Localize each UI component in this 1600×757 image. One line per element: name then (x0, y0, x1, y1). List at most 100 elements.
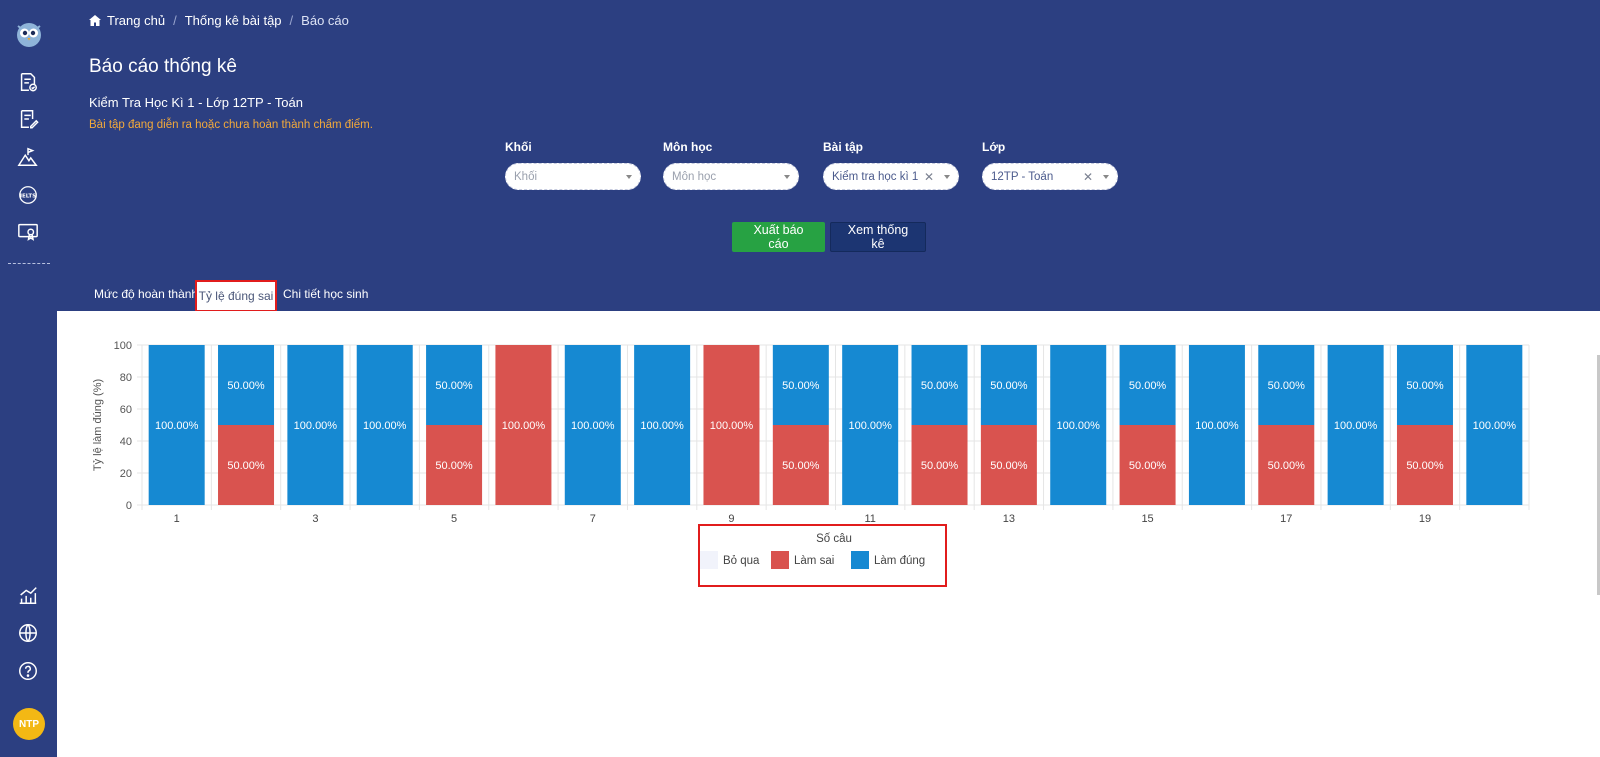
bar-làm-đúng (911, 345, 968, 425)
filter-label: Lớp (982, 140, 1006, 154)
breadcrumb-separator: / (173, 13, 177, 28)
owl-logo-icon[interactable] (15, 20, 43, 48)
breadcrumb: Trang chủ / Thống kê bài tập / Báo cáo (89, 13, 349, 28)
y-tick-label: 100 (114, 340, 132, 352)
help-icon[interactable] (16, 659, 40, 683)
exam-warning: Bài tập đang diễn ra hoặc chưa hoàn thàn… (89, 119, 373, 131)
bar-làm-sai (1119, 425, 1176, 505)
scrollbar[interactable] (1597, 355, 1600, 595)
data-label: 50.00% (1129, 460, 1167, 472)
bar-làm-đúng (356, 345, 413, 505)
x-tick-label: 5 (451, 513, 457, 525)
avatar[interactable]: NTP (13, 708, 45, 740)
x-tick-label: 15 (1141, 513, 1153, 525)
filter-exercise: Bài tập Kiểm tra học kì 1 ✕ (823, 140, 959, 190)
breadcrumb-parent[interactable]: Thống kê bài tập (184, 13, 282, 28)
legend-highlight (698, 524, 947, 587)
clear-icon[interactable]: ✕ (923, 169, 934, 184)
legend-entry: Bỏ qua (723, 555, 760, 567)
breadcrumb-separator: / (289, 13, 294, 28)
tab-student-detail[interactable]: Chi tiết học sinh (283, 287, 369, 301)
exam-title: Kiểm Tra Học Kì 1 - Lớp 12TP - Toán (89, 95, 303, 110)
data-label: 50.00% (921, 460, 959, 472)
bar-làm-đúng (980, 345, 1037, 425)
legend-entry: Làm sai (794, 555, 834, 567)
bar-làm-đúng (1396, 345, 1453, 425)
sidebar-divider (8, 263, 50, 264)
bar-làm-sai (1396, 425, 1453, 505)
x-tick-label: 9 (728, 513, 734, 525)
data-label: 50.00% (990, 380, 1028, 392)
data-label: 50.00% (435, 380, 473, 392)
bar-làm-sai (980, 425, 1037, 505)
page-header: Trang chủ / Thống kê bài tập / Báo cáo B… (57, 0, 1600, 318)
globe-icon[interactable] (16, 621, 40, 645)
data-label: 100.00% (502, 420, 546, 432)
correct-ratio-chart: 0 20 40 60 80 100 Tỷ lệ làm đúng (%) 100.00% 50.… (92, 340, 1530, 569)
x-tick-label: 1 (174, 513, 180, 525)
bar-làm-sai (772, 425, 829, 505)
x-axis-label: Số câu (816, 533, 852, 545)
bar-làm-đúng (1119, 345, 1176, 425)
filter-label: Bài tập (823, 140, 864, 154)
data-label: 50.00% (782, 380, 820, 392)
bar-làm-đúng (218, 345, 275, 425)
bar-làm-sai (218, 425, 275, 505)
bar-làm-sai (426, 425, 483, 505)
data-label: 100.00% (710, 420, 754, 432)
bar-làm-sai (1258, 425, 1315, 505)
y-axis-label: Tỷ lệ làm đúng (%) (92, 379, 104, 471)
subject-select[interactable]: Môn học (663, 163, 799, 190)
data-label: 100.00% (640, 420, 684, 432)
bar-làm-đúng (634, 345, 691, 505)
chevron-down-icon (944, 175, 950, 179)
bar-làm-sai (495, 345, 552, 505)
y-tick-label: 20 (120, 468, 132, 480)
sidebar: IELTS NTP (0, 0, 57, 757)
data-label: 100.00% (155, 420, 199, 432)
legend-swatch (851, 551, 869, 569)
page-title: Báo cáo thống kê (89, 56, 237, 77)
bar-làm-đúng (1050, 345, 1107, 505)
bar-làm-đúng (287, 345, 344, 505)
x-tick-label: 19 (1419, 513, 1431, 525)
certificate-icon[interactable] (16, 220, 40, 244)
breadcrumb-home[interactable]: Trang chủ (107, 13, 166, 28)
tab-correct-ratio[interactable]: Tỷ lệ đúng sai (195, 280, 277, 312)
data-label: 50.00% (782, 460, 820, 472)
data-label: 50.00% (1406, 380, 1444, 392)
data-label: 100.00% (1195, 420, 1239, 432)
data-label: 50.00% (990, 460, 1028, 472)
x-tick-label: 11 (864, 513, 875, 525)
x-tick-label: 3 (312, 513, 318, 525)
bar-làm-sai (911, 425, 968, 505)
data-label: 50.00% (1268, 380, 1306, 392)
data-label: 50.00% (227, 460, 265, 472)
bar-làm-đúng (772, 345, 829, 425)
data-label: 100.00% (294, 420, 338, 432)
grade-select[interactable]: Khối (505, 163, 641, 190)
data-label: 100.00% (571, 420, 615, 432)
x-tick-label: 13 (1003, 513, 1015, 525)
svg-text:IELTS: IELTS (20, 193, 36, 199)
exam-edit-icon[interactable] (16, 107, 40, 131)
chart-icon[interactable] (16, 583, 40, 607)
tab-completion-level[interactable]: Mức độ hoàn thành (94, 287, 199, 301)
class-select[interactable]: 12TP - Toán ✕ (982, 163, 1118, 190)
data-label: 50.00% (435, 460, 473, 472)
view-statistics-button[interactable]: Xem thống kê (830, 222, 926, 252)
export-report-button[interactable]: Xuất báo cáo (732, 222, 825, 252)
data-label: 50.00% (227, 380, 265, 392)
select-placeholder: Môn học (672, 170, 717, 183)
filter-class: Lớp 12TP - Toán ✕ (982, 140, 1118, 190)
bar-làm-đúng (426, 345, 483, 425)
exam-check-icon[interactable] (16, 70, 40, 94)
data-label: 50.00% (921, 380, 959, 392)
clear-icon[interactable]: ✕ (1082, 169, 1093, 184)
ielts-icon[interactable]: IELTS (16, 183, 40, 207)
bar-làm-đúng (148, 345, 205, 505)
data-label: 50.00% (1129, 380, 1167, 392)
chevron-down-icon (1103, 175, 1109, 179)
exercise-select[interactable]: Kiểm tra học kì 1 ✕ (823, 163, 959, 190)
mountain-flag-icon[interactable] (16, 145, 40, 169)
